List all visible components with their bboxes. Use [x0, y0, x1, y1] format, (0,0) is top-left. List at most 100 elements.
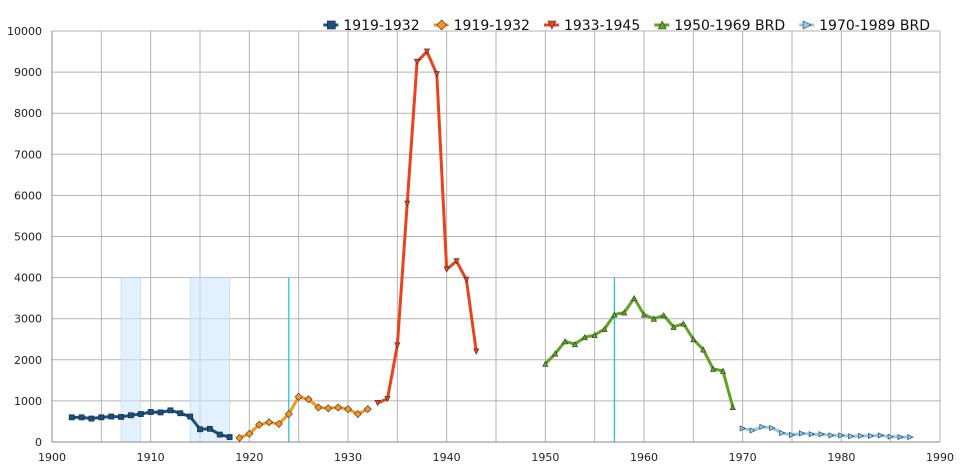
data-point: [118, 414, 124, 420]
data-point: [324, 404, 333, 413]
grid: [51, 30, 941, 443]
legend-item: 1970-1989 BRD: [799, 18, 930, 34]
data-point: [108, 413, 115, 420]
series-line: [742, 425, 911, 439]
data-point: [719, 367, 727, 374]
data-point: [68, 414, 75, 421]
series: [235, 392, 372, 442]
x-tick-label: 1970: [729, 451, 757, 464]
data-point: [877, 432, 885, 439]
x-tick-label: 1990: [926, 451, 954, 464]
data-point: [274, 419, 283, 428]
data-point: [657, 20, 667, 30]
data-point: [363, 405, 372, 414]
data-point: [374, 400, 381, 407]
data-point: [463, 276, 470, 283]
shaded-bands: [120, 277, 230, 443]
data-point: [808, 431, 816, 438]
data-point: [858, 432, 865, 439]
data-point: [547, 20, 557, 30]
data-point: [700, 346, 707, 353]
data-point: [314, 403, 323, 412]
y-tick-label: 10000: [7, 25, 42, 38]
data-point: [542, 360, 549, 367]
data-point: [779, 429, 786, 437]
data-point: [838, 432, 845, 439]
shaded-band: [189, 277, 230, 443]
data-point: [887, 433, 894, 440]
data-point: [206, 425, 213, 432]
data-point: [749, 427, 756, 434]
legend-label: 1919-1932: [343, 18, 419, 34]
y-tick-label: 5000: [14, 231, 42, 244]
legend-item: 1919-1932: [323, 18, 420, 34]
data-point: [394, 342, 401, 349]
x-tick-label: 1900: [38, 451, 66, 464]
data-point: [404, 200, 411, 207]
axes: 0 1000 2000 3000 4000 5000 6000 7000 8000 9000 100…: [7, 25, 954, 464]
data-point: [197, 426, 203, 433]
data-point: [235, 433, 244, 442]
data-point: [353, 410, 362, 419]
x-tick-label: 1980: [827, 451, 855, 464]
data-point: [436, 19, 448, 31]
series: [68, 407, 233, 440]
data-point: [245, 429, 254, 438]
y-tick-label: 7000: [14, 148, 42, 161]
x-tick-label: 1940: [433, 451, 461, 464]
data-point: [343, 405, 353, 414]
x-tick-label: 1960: [630, 451, 658, 464]
data-point: [690, 335, 697, 343]
data-point: [591, 331, 598, 339]
data-point: [216, 431, 223, 438]
x-tick-label: 1930: [334, 451, 362, 464]
x-tick-label: 1950: [531, 451, 559, 464]
data-point: [680, 320, 687, 327]
data-point: [709, 365, 717, 372]
data-point: [304, 395, 313, 404]
data-point: [571, 340, 579, 348]
data-point: [255, 420, 264, 429]
data-point: [739, 425, 746, 432]
data-point: [453, 258, 460, 265]
data-point: [265, 418, 274, 427]
legend-item: 1919-1932: [433, 18, 530, 34]
y-tick-label: 3000: [14, 313, 42, 326]
data-point: [157, 409, 164, 416]
legend: 1919-1932 1919-1932 1933-1945 1950-1969 BRD…: [323, 18, 930, 34]
legend-label: 1950-1969 BRD: [674, 18, 785, 34]
data-point: [327, 20, 336, 30]
data-point: [650, 315, 657, 322]
data-point: [177, 410, 184, 417]
data-point: [98, 414, 105, 421]
data-point: [413, 58, 421, 66]
data-point: [552, 350, 559, 357]
series-group: [68, 48, 914, 442]
data-point: [611, 311, 618, 318]
data-point: [798, 430, 806, 437]
data-point: [729, 403, 736, 410]
data-point: [828, 432, 835, 439]
y-tick-label: 6000: [14, 189, 42, 202]
legend-item: 1950-1969 BRD: [654, 18, 785, 34]
data-point: [561, 338, 569, 345]
x-tick-label: 1920: [235, 451, 263, 464]
y-tick-label: 9000: [14, 66, 42, 79]
series: [542, 294, 736, 410]
legend-item: 1933-1945: [543, 18, 640, 34]
series: [374, 48, 480, 407]
data-point: [284, 410, 293, 419]
data-point: [660, 312, 667, 319]
legend-label: 1919-1932: [454, 18, 530, 34]
data-point: [294, 392, 303, 401]
data-point: [848, 433, 855, 440]
series-line: [377, 50, 478, 405]
data-point: [759, 423, 766, 430]
data-point: [226, 434, 233, 440]
y-tick-label: 2000: [14, 354, 42, 367]
data-point: [137, 411, 144, 417]
legend-label: 1970-1989 BRD: [819, 18, 930, 34]
legend-label: 1933-1945: [564, 18, 640, 34]
data-point: [670, 323, 677, 330]
